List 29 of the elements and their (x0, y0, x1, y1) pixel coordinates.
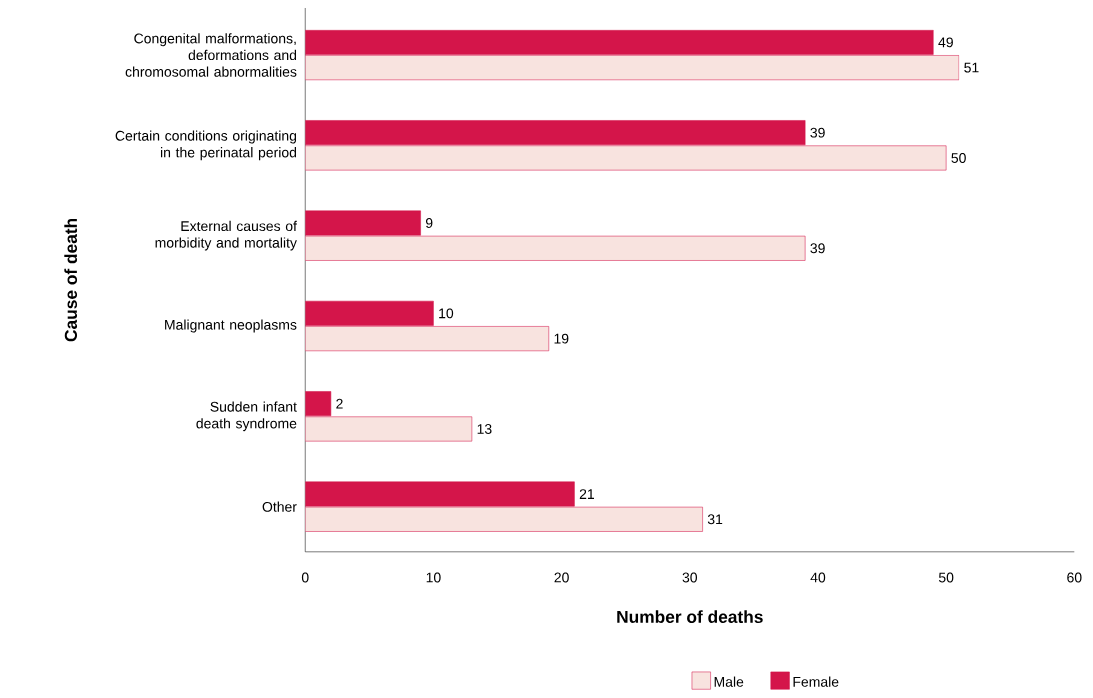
y-tick-label: Other (262, 501, 297, 512)
y-tick-label: External causes of morbidity and mortality (155, 220, 297, 251)
data-label: 9 (425, 218, 433, 229)
y-axis-title: Cause of death (64, 219, 78, 342)
data-label: 49 (938, 37, 953, 48)
data-label: 39 (810, 127, 825, 138)
data-label: 13 (477, 424, 492, 435)
x-tick-label: 20 (554, 572, 569, 583)
x-tick-label: 30 (682, 572, 698, 583)
x-tick-label: 60 (1067, 572, 1082, 583)
x-axis-title: Number of deaths (617, 610, 763, 624)
x-tick-label: 0 (301, 572, 309, 583)
x-tick-label: 10 (426, 572, 441, 583)
data-label: 19 (554, 333, 569, 344)
data-label: 10 (439, 308, 454, 319)
x-tick-label: 50 (938, 572, 954, 583)
data-label: 31 (707, 514, 723, 525)
data-label: 51 (964, 62, 979, 73)
data-label: 21 (579, 489, 594, 499)
legend-label: Female (793, 676, 839, 687)
y-tick-label: Malignant neoplasms (165, 319, 297, 333)
data-label: 50 (951, 153, 966, 164)
legend-label: Male (714, 676, 744, 687)
y-tick-label: Sudden infant death syndrome (196, 401, 297, 432)
data-label: 2 (336, 398, 343, 409)
y-tick-label: Certain conditions originating in the perinatal period (115, 130, 297, 161)
y-tick-label: Congenital malformations, deformations and chromosomal abnormalities (125, 33, 297, 77)
x-tick-label: 40 (810, 572, 826, 583)
data-label: 39 (810, 243, 825, 254)
